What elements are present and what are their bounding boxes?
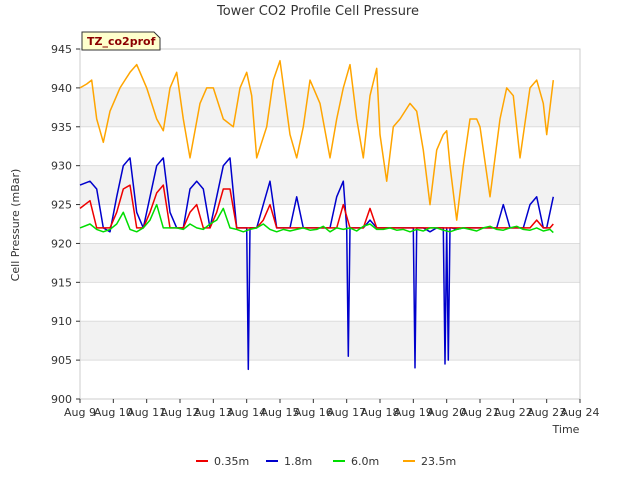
x-tick-label: Aug 13: [194, 406, 233, 419]
legend-label: 0.35m: [214, 455, 249, 468]
x-tick-label: Aug 10: [94, 406, 133, 419]
y-tick-label: 945: [51, 43, 72, 56]
y-tick-label: 910: [51, 315, 72, 328]
plot-band: [80, 204, 580, 244]
series-line-6_0m: [79, 203, 554, 234]
badge-label: TZ_co2prof: [87, 35, 156, 48]
y-tick-label: 900: [51, 393, 72, 406]
plot-band: [80, 321, 580, 361]
y-tick-label: 940: [51, 82, 72, 95]
x-tick-label: Aug 16: [294, 406, 333, 419]
plot-band: [80, 87, 580, 127]
y-tick-label: 930: [51, 160, 72, 173]
legend-label: 6.0m: [351, 455, 379, 468]
plot-band: [80, 360, 580, 399]
x-tick-label: Aug 23: [527, 406, 566, 419]
y-axis-label: Cell Pressure (mBar): [9, 169, 22, 282]
series-lines: [79, 59, 555, 371]
y-tick-label: 935: [51, 121, 72, 134]
x-tick-label: Aug 22: [494, 406, 533, 419]
x-tick-label: Aug 18: [361, 406, 400, 419]
badge-box: [81, 31, 161, 51]
x-tick-label: Aug 12: [161, 406, 200, 419]
x-tick-label: Aug 15: [261, 406, 300, 419]
chart-title: Tower CO2 Profile Cell Pressure: [216, 4, 419, 19]
y-axis: 900 905 910 915 920 925 930 935 940 945: [51, 43, 80, 406]
y-tick-label: 925: [51, 199, 72, 212]
plot-frame: [79, 48, 581, 400]
x-axis-label: Time: [552, 423, 580, 436]
x-tick-label: Aug 19: [394, 406, 433, 419]
plot-band: [80, 243, 580, 283]
x-tick-label: Aug 17: [327, 406, 366, 419]
x-tick-label: Aug 14: [227, 406, 266, 419]
badge: TZ_co2prof: [81, 31, 161, 51]
plot-background: [80, 49, 580, 399]
x-tick-label: Aug 24: [561, 406, 600, 419]
x-tick-label: Aug 11: [127, 406, 166, 419]
x-tick-label: Aug 9: [64, 406, 96, 419]
x-tick-label: Aug 20: [427, 406, 466, 419]
y-tick-label: 905: [51, 354, 72, 367]
legend-label: 23.5m: [421, 455, 456, 468]
x-tick-label: Aug 21: [461, 406, 500, 419]
legend-label: 1.8m: [284, 455, 312, 468]
y-tick-label: 915: [51, 276, 72, 289]
legend: 0.35m 1.8m 6.0m 23.5m: [196, 455, 456, 468]
series-line-23_5m: [79, 59, 555, 221]
plot-band: [80, 126, 580, 166]
y-tick-label: 920: [51, 237, 72, 250]
plot-band: [80, 49, 580, 88]
plot-band: [80, 282, 580, 322]
